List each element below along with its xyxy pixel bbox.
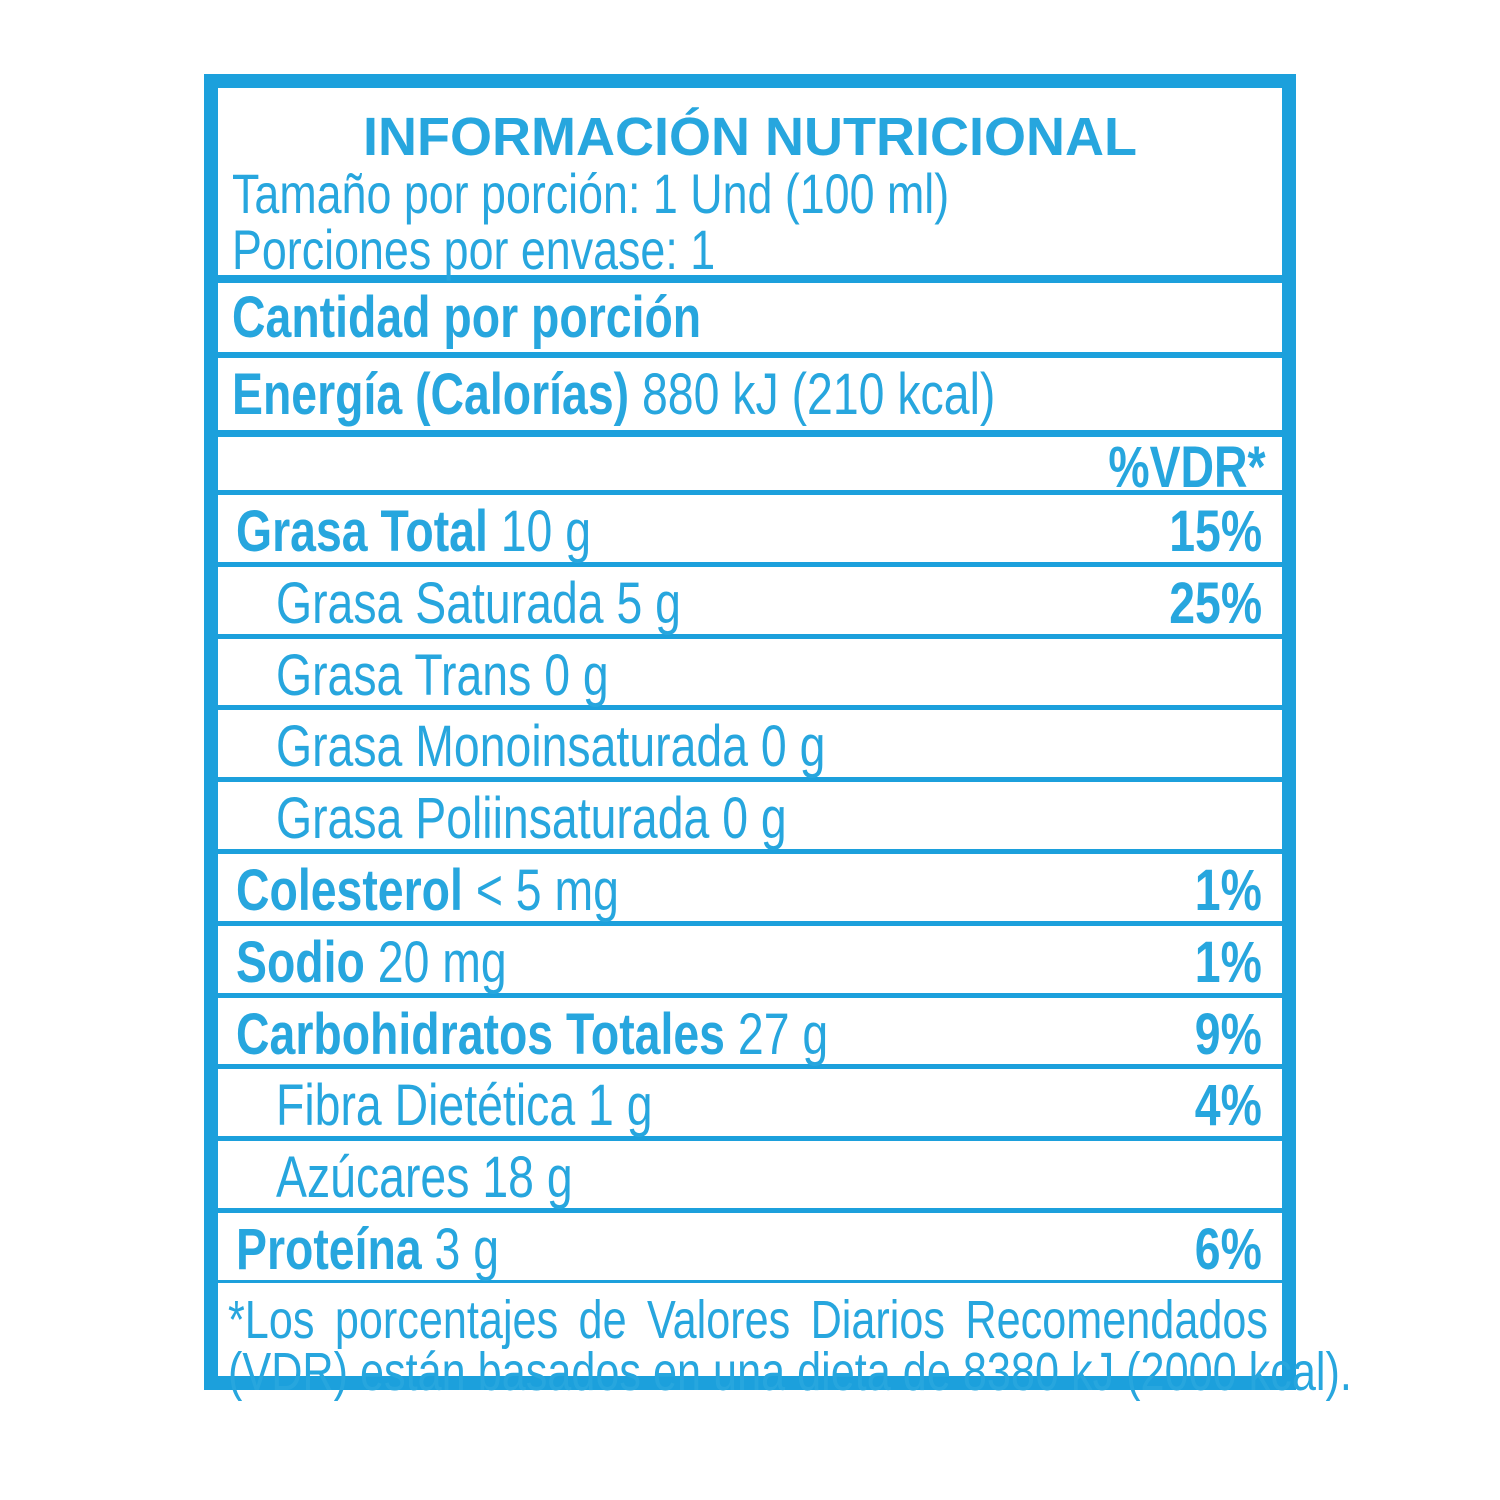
nutrient-label: Colesterol — [236, 858, 463, 923]
nutrient: Grasa Trans 0 g — [276, 646, 609, 705]
amount-per-serving: Cantidad por porción — [232, 285, 702, 350]
nutrient-amount: < 5 mg — [475, 858, 619, 923]
nutrient-row: Grasa Saturada 5 g 25% — [218, 566, 1282, 636]
daily-value: 6% — [1194, 1217, 1262, 1282]
footnote-row: *Los porcentajes de Valores Diarios Reco… — [218, 1283, 1352, 1399]
nutrient-label: Carbohidratos Totales — [236, 1001, 725, 1067]
energy-row: Energía (Calorías) 880 kJ (210 kcal) — [218, 358, 1282, 430]
nutrient: Grasa Saturada 5 g — [276, 574, 681, 633]
nutrient-row: Carbohidratos Totales 27 g 9% — [218, 997, 1282, 1067]
nutrient-amount: 5 g — [616, 570, 681, 636]
nutrient: Sodio 20 mg — [236, 933, 507, 992]
nutrient-amount: 3 g — [434, 1217, 500, 1282]
nutrient-row: Grasa Monoinsaturada 0 g — [218, 710, 1282, 778]
nutrient-row: Proteína 3 g 6% — [218, 1213, 1282, 1280]
dv-header-row: %VDR* — [218, 437, 1282, 497]
daily-value: 1% — [1194, 929, 1262, 995]
daily-value: 4% — [1194, 1073, 1262, 1139]
nutrient-row: Fibra Dietética 1 g 4% — [218, 1069, 1282, 1139]
daily-value: 9% — [1194, 1001, 1262, 1067]
header-row: INFORMACIÓN NUTRICIONAL Tamaño por porci… — [218, 88, 1282, 281]
nutrient-amount: 0 g — [544, 642, 609, 708]
nutrient-label: Grasa Poliinsaturada — [276, 786, 710, 852]
energy-label: Energía (Calorías) — [232, 362, 630, 427]
nutrient-amount: 1 g — [588, 1073, 653, 1139]
serving-size: Tamaño por porción: 1 Und (100 ml) — [232, 162, 950, 225]
dv-header: %VDR* — [1108, 435, 1266, 500]
nutrient-amount: 10 g — [500, 499, 592, 564]
nutrient-row: Grasa Total 10 g 15% — [218, 495, 1282, 562]
nutrient-label: Fibra Dietética — [276, 1073, 576, 1139]
energy: Energía (Calorías) 880 kJ (210 kcal) — [232, 366, 995, 424]
nutrient-amount: 0 g — [722, 786, 787, 852]
footnote-line: (VDR) están basados en una dieta de 8380… — [228, 1342, 1352, 1402]
nutrient: Proteína 3 g — [236, 1221, 499, 1279]
daily-value: 15% — [1169, 499, 1262, 564]
nutrition-label: INFORMACIÓN NUTRICIONAL Tamaño por porci… — [204, 74, 1352, 1399]
nutrient-row: Sodio 20 mg 1% — [218, 925, 1282, 995]
nutrient-label: Grasa Monoinsaturada — [276, 714, 748, 780]
daily-value: 25% — [1169, 570, 1262, 636]
nutrient: Azúcares 18 g — [276, 1149, 573, 1207]
nutrient: Grasa Poliinsaturada 0 g — [276, 790, 787, 848]
title: INFORMACIÓN NUTRICIONAL — [363, 107, 1137, 167]
nutrient-amount: 18 g — [482, 1145, 573, 1211]
nutrient: Carbohidratos Totales 27 g — [236, 1005, 828, 1064]
nutrient-row: Grasa Trans 0 g — [218, 638, 1282, 706]
energy-amount: 880 kJ (210 kcal) — [642, 362, 996, 427]
nutrient: Colesterol < 5 mg — [236, 862, 619, 920]
nutrient-label: Grasa Saturada — [276, 570, 604, 636]
nutrient-label: Grasa Total — [236, 499, 488, 564]
nutrient-row: Grasa Poliinsaturada 0 g — [218, 782, 1282, 849]
nutrient-amount: 20 mg — [377, 929, 507, 995]
nutrient-amount: 0 g — [760, 714, 826, 780]
nutrient: Fibra Dietética 1 g — [276, 1077, 653, 1135]
nutrient: Grasa Monoinsaturada 0 g — [276, 718, 825, 776]
servings-per-container: Porciones por envase: 1 — [232, 218, 716, 281]
nutrient-label: Grasa Trans — [276, 642, 532, 708]
nutrient-label: Sodio — [236, 929, 365, 995]
amount-row: Cantidad por porción — [218, 283, 1282, 352]
daily-value: 1% — [1194, 858, 1262, 923]
nutrient-label: Proteína — [236, 1217, 422, 1282]
footnote-line: *Los porcentajes de Valores Diarios Reco… — [228, 1290, 1268, 1350]
nutrient-amount: 27 g — [737, 1001, 829, 1067]
nutrient-label: Azúcares — [276, 1145, 470, 1211]
nutrient-row: Azúcares 18 g — [218, 1141, 1282, 1208]
nutrient: Grasa Total 10 g — [236, 503, 591, 561]
nutrient-row: Colesterol < 5 mg 1% — [218, 854, 1282, 921]
